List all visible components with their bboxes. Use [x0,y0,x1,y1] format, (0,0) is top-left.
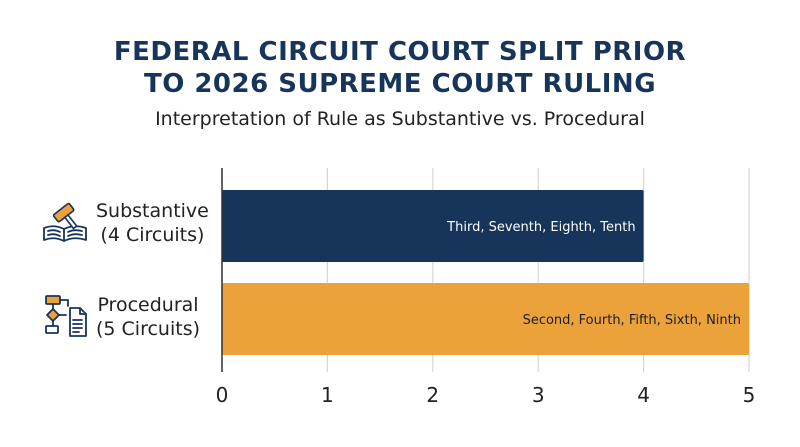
chart-title: FEDERAL CIRCUIT COURT SPLIT PRIOR TO 202… [0,36,800,100]
x-tick-label: 1 [321,383,334,407]
category-name: Substantive [96,200,209,222]
bar [222,283,749,355]
category-name: Procedural [97,294,199,316]
category-count: (4 Circuits) [100,224,205,246]
category-label-substantive: Substantive (4 Circuits) [40,198,220,248]
chart-subtitle: Interpretation of Rule as Substantive vs… [155,108,645,130]
data-label: Third, Seventh, Eighth, Tenth [446,220,635,235]
data-label: Second, Fourth, Fifth, Sixth, Ninth [523,313,741,328]
x-tick-label: 0 [216,383,229,407]
x-tick-label: 5 [743,383,756,407]
x-tick-label: 3 [532,383,545,407]
x-tick-label: 2 [426,383,439,407]
gavel-book-icon [43,202,87,242]
chart-title-line-1: FEDERAL CIRCUIT COURT SPLIT PRIOR [113,37,687,67]
category-label-procedural: Procedural (5 Circuits) [40,292,220,342]
category-count: (5 Circuits) [96,318,201,340]
chart-title-line-2: TO 2026 SUPREME COURT RULING [143,69,657,99]
flowchart-document-icon [45,295,87,337]
bar [222,190,644,262]
x-tick-label: 4 [637,383,650,407]
